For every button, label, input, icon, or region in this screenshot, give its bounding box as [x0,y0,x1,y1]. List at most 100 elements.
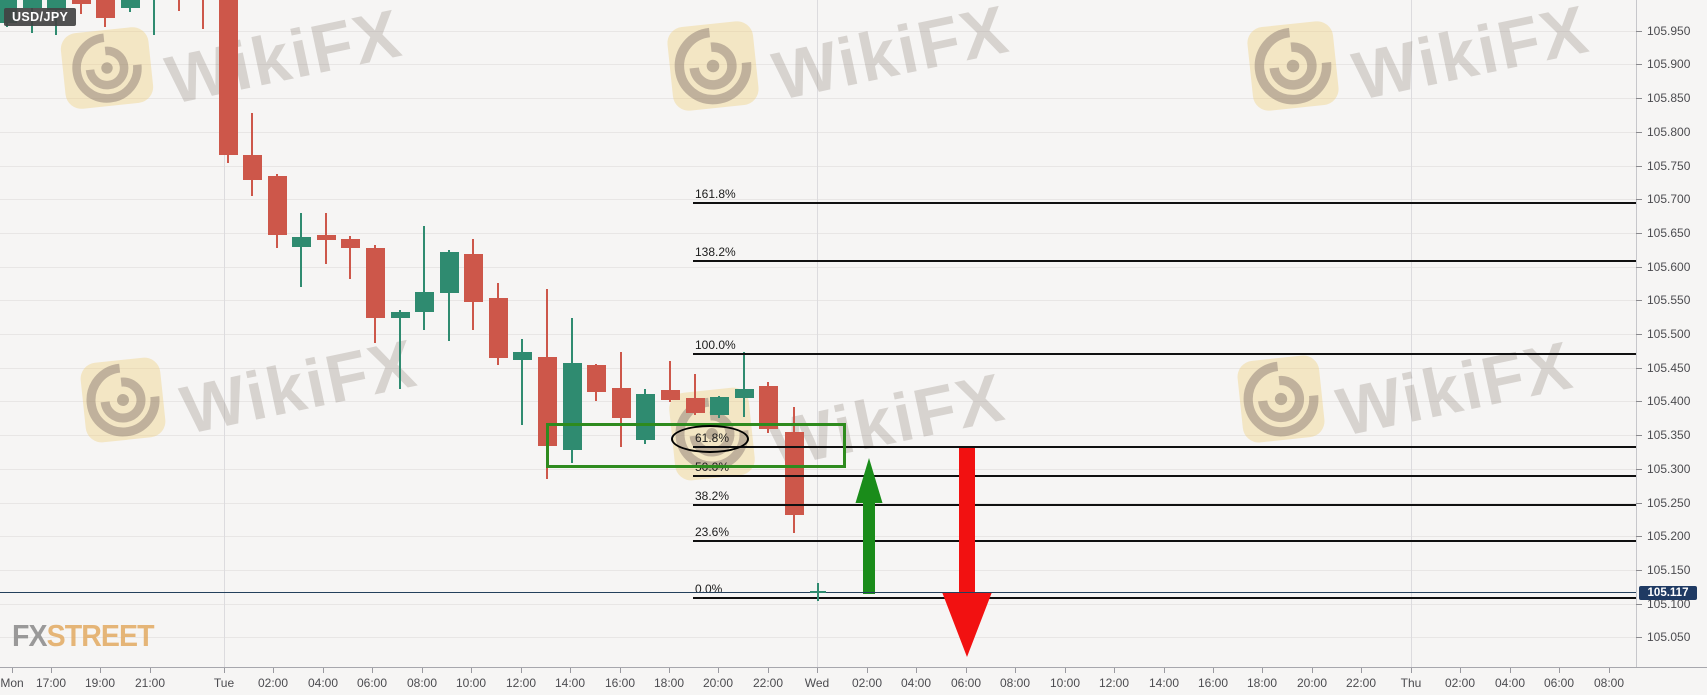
time-tick [867,668,868,673]
time-label: 12:00 [1098,676,1130,690]
candle[interactable] [685,398,705,413]
candle[interactable] [95,0,115,18]
candle[interactable] [611,387,631,418]
time-label: 10:00 [455,676,487,690]
symbol-badge: USD/JPY [4,8,77,26]
candlestick-plot-area[interactable]: WikiFX WikiFX WikiFX WikiFX WikiFX WikiF… [0,0,1636,667]
time-tick [1411,668,1412,673]
time-tick [916,668,917,673]
time-axis[interactable]: Mon 17:00 19:00 21:00 Tue 02:00 04:00 06:00 08:0… [0,667,1707,695]
time-tick [1460,668,1461,673]
candle[interactable] [242,154,262,180]
time-label: 12:00 [505,676,537,690]
fib-line-61.8% [693,445,1636,448]
horizontal-gridline [0,300,1636,302]
time-tick [1510,668,1511,673]
time-tick [718,668,719,673]
fib-line-161.8% [693,201,1636,204]
candle[interactable] [390,312,410,318]
candle[interactable] [340,238,360,249]
time-tick [817,668,818,673]
fib-label: 23.6% [695,524,730,539]
time-label: 18:00 [653,676,685,690]
horizontal-gridline [0,637,1636,639]
candle[interactable] [120,0,140,8]
time-tick [1559,668,1560,673]
horizontal-gridline [0,334,1636,335]
current-price-badge: 105.117 [1639,586,1697,600]
fxstreet-logo-street: STREET [46,618,155,653]
candle-wick [349,236,351,280]
time-label: 22:00 [1345,676,1377,690]
candle[interactable] [22,0,42,8]
candle[interactable] [709,396,729,415]
time-tick [1164,668,1165,673]
price-tick [1636,401,1642,403]
candle[interactable] [46,0,66,10]
candle[interactable] [463,253,483,302]
time-label: Mon [0,676,24,690]
down-arrow-icon [942,448,992,657]
candle[interactable] [218,0,238,155]
fib-line-138.2% [693,259,1636,262]
time-tick [323,668,324,673]
price-label: 105.900 [1647,57,1691,72]
price-tick [1636,165,1642,167]
horizontal-gridline [0,199,1636,201]
horizontal-gridline [0,98,1636,100]
candle[interactable] [71,0,91,4]
fib-line-0.0% [693,596,1636,599]
price-tick [1636,300,1642,302]
candle[interactable] [488,297,508,358]
candle[interactable] [439,252,459,293]
candle[interactable] [291,236,311,247]
price-label: 105.600 [1647,259,1691,274]
time-label: 14:00 [1148,676,1180,690]
time-label: Wed [804,676,830,690]
time-tick [224,668,225,673]
fib-label: 161.8% [695,186,736,201]
candle[interactable] [635,394,655,440]
fib-line-50.0% [693,474,1636,477]
candle[interactable] [414,291,434,313]
candle[interactable] [267,175,287,235]
candle[interactable] [586,365,606,392]
time-tick [966,668,967,673]
fib-label: 38.2% [695,488,730,503]
candle[interactable] [734,388,754,398]
time-label: 16:00 [1197,676,1229,690]
time-label: 19:00 [84,676,116,690]
day-gridline [817,0,818,667]
candle[interactable] [316,234,336,240]
price-axis[interactable]: 105.950 105.900 105.850 105.800 105.750 105.7… [1636,0,1707,667]
price-label: 105.250 [1647,495,1691,510]
time-label: 06:00 [356,676,388,690]
price-tick [1636,569,1642,571]
candle-wick [521,338,523,425]
price-tick [1636,603,1642,605]
candle-wick [80,0,82,14]
horizontal-gridline [0,165,1636,167]
candle[interactable] [784,431,804,515]
candle-wick [743,351,745,417]
fib-line-23.6% [693,539,1636,542]
candle[interactable] [562,362,582,450]
price-tick [1636,334,1642,335]
candle-wick [448,250,450,341]
candle[interactable] [512,351,532,360]
time-label: 04:00 [307,676,339,690]
time-tick [471,668,472,673]
price-label: 105.800 [1647,124,1691,139]
last-tick-marker-wick [817,583,819,602]
arrow-annotations [855,448,992,657]
time-label: 18:00 [1246,676,1278,690]
horizontal-gridline [0,401,1636,403]
fxstreet-logo: FXSTREET [12,618,155,654]
time-tick [669,668,670,673]
candle[interactable] [758,385,778,429]
candle[interactable] [660,389,680,400]
price-tick [1636,468,1642,470]
up-arrow-icon [855,458,883,594]
candle[interactable] [365,248,385,318]
